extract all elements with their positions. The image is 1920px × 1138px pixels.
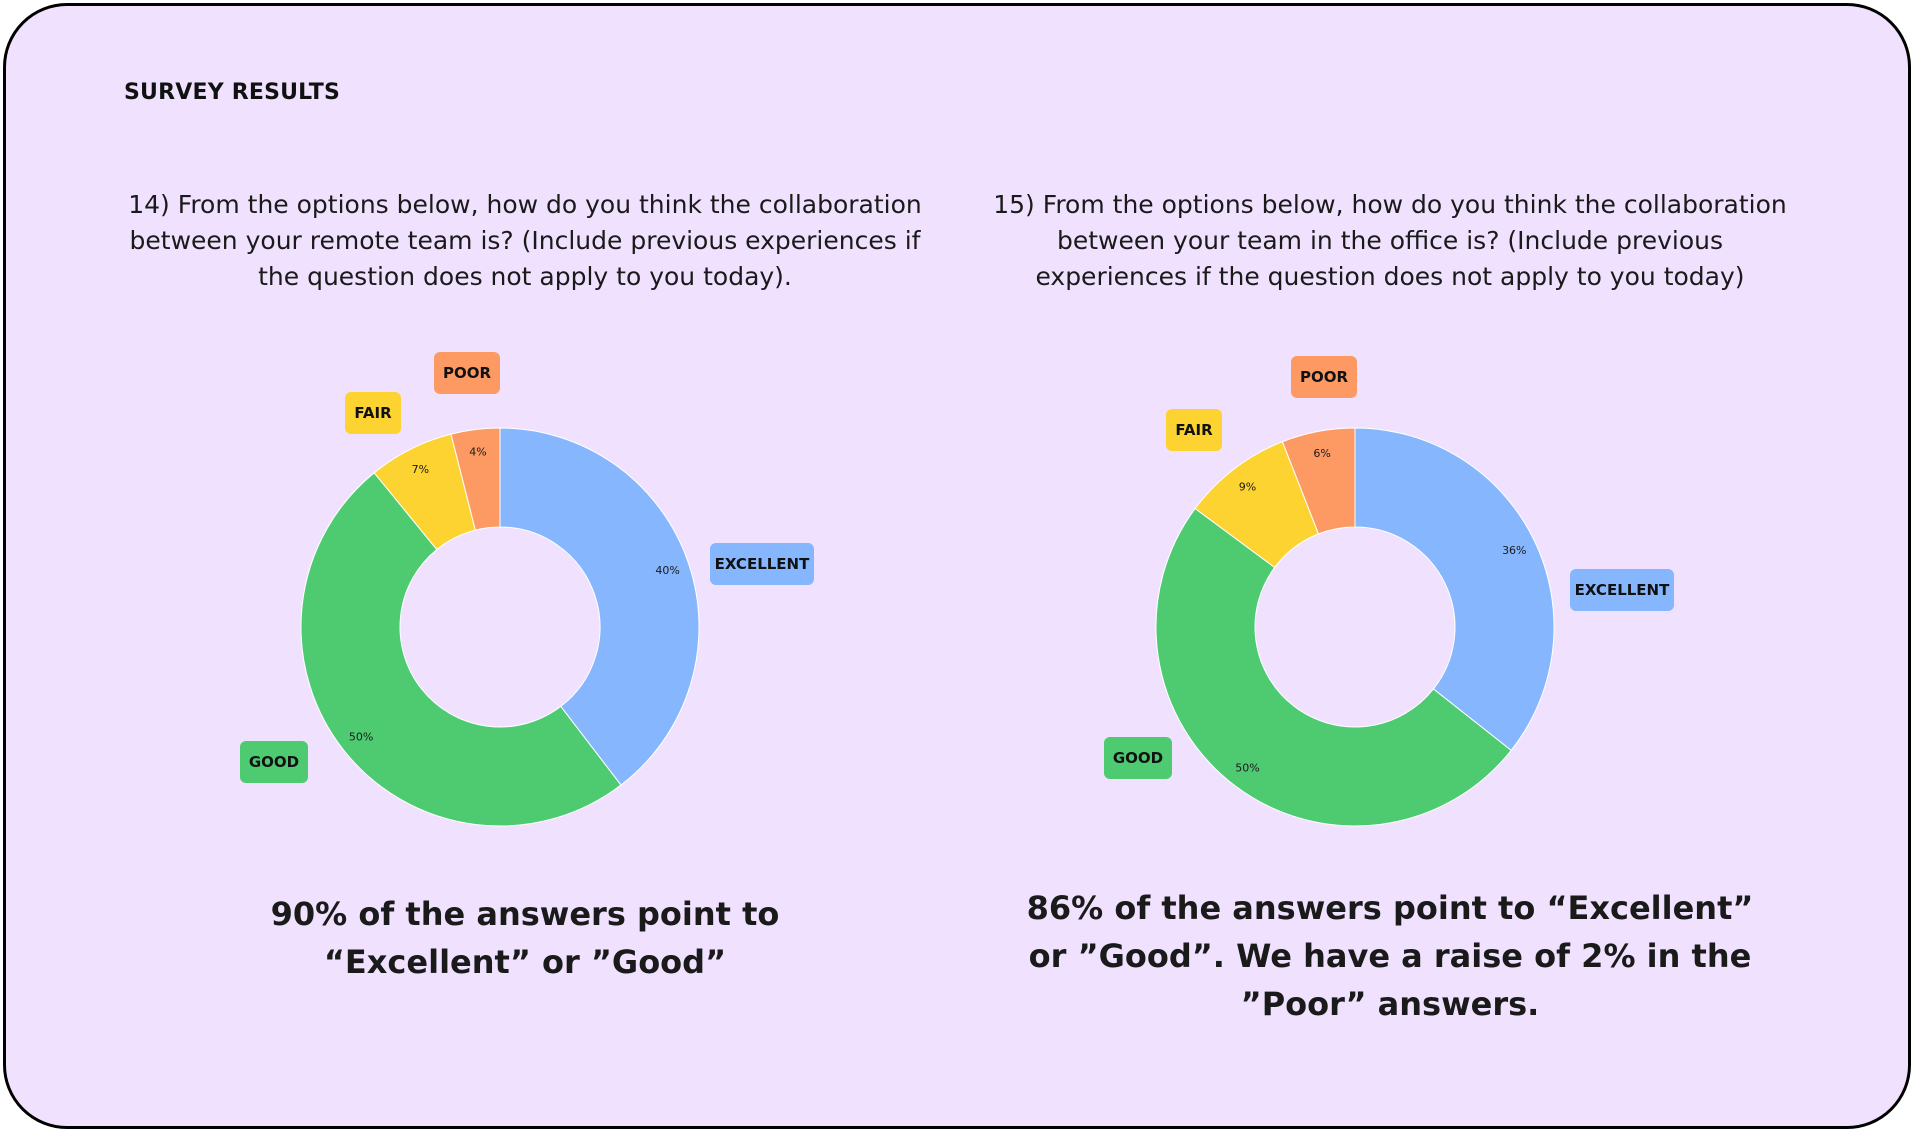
- value-label-good: 50%: [349, 731, 373, 744]
- legend-tag-poor: POOR: [434, 352, 500, 394]
- donut-chart-office: 36% 50% 9% 6% EXCELLENT GOOD FAIR POOR: [1085, 340, 1685, 860]
- value-label-poor: 4%: [469, 445, 486, 458]
- question-15: 15) From the options below, how do you t…: [993, 190, 1787, 291]
- donut-chart-remote: 40% 50% 7% 4% EXCELLENT GOOD FAIR POOR: [230, 340, 830, 860]
- slice-poor: [1281, 427, 1356, 535]
- value-label-poor: 6%: [1313, 447, 1330, 460]
- legend-tag-poor: POOR: [1291, 356, 1357, 398]
- value-label-fair: 7%: [412, 463, 429, 476]
- donut-chart-remote-svg: 40% 50% 7% 4% EXCELLENT GOOD FAIR POOR: [240, 352, 814, 827]
- legend-tag-fair: FAIR: [1166, 409, 1222, 451]
- slice-good: [300, 472, 622, 827]
- slice-excellent: [499, 427, 700, 786]
- legend-tag-label: EXCELLENT: [715, 555, 810, 573]
- donut-chart-office-svg: 36% 50% 9% 6% EXCELLENT GOOD FAIR POOR: [1104, 356, 1674, 827]
- legend-tag-label: GOOD: [249, 753, 299, 771]
- value-label-fair: 9%: [1239, 480, 1256, 493]
- legend-tag-label: FAIR: [1175, 421, 1213, 439]
- legend-tag-label: POOR: [443, 364, 491, 382]
- legend-tag-fair: FAIR: [345, 392, 401, 434]
- value-label-excellent: 36%: [1502, 544, 1526, 557]
- value-label-excellent: 40%: [655, 564, 679, 577]
- legend-tag-label: GOOD: [1113, 749, 1163, 767]
- value-label-good: 50%: [1235, 762, 1259, 775]
- legend-tag-label: POOR: [1300, 368, 1348, 386]
- summary-remote: 90% of the answers point to “Excellent” …: [270, 895, 780, 981]
- page-title: SURVEY RESULTS: [124, 80, 341, 105]
- slice-good: [1155, 507, 1512, 827]
- legend-tag-label: EXCELLENT: [1575, 581, 1670, 599]
- legend-tag-excellent: EXCELLENT: [710, 543, 814, 585]
- legend-tag-label: FAIR: [354, 404, 392, 422]
- legend-tag-good: GOOD: [240, 741, 308, 783]
- question-14: 14) From the options below, how do you t…: [128, 190, 922, 291]
- legend-tag-good: GOOD: [1104, 737, 1172, 779]
- slice-poor: [450, 427, 501, 531]
- slice-excellent: [1354, 427, 1555, 752]
- legend-tag-excellent: EXCELLENT: [1570, 569, 1674, 611]
- summary-office: 86% of the answers point to “Excellent” …: [1026, 889, 1754, 1023]
